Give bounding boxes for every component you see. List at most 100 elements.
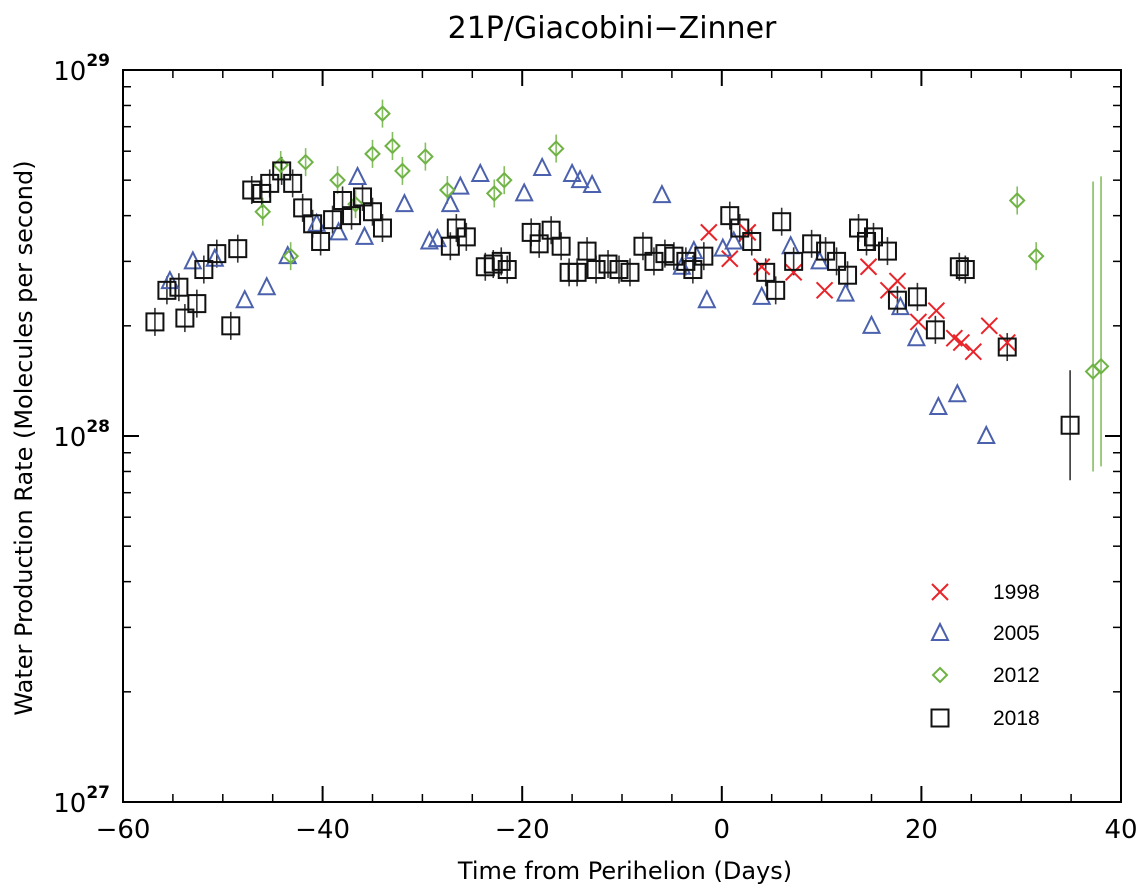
data-point (495, 171, 513, 189)
data-point (323, 210, 343, 230)
x-tick-label: −60 (96, 815, 151, 845)
data-point (927, 301, 946, 320)
data-point (720, 206, 740, 226)
data-point (857, 231, 877, 251)
legend-marker (930, 621, 950, 641)
data-point (328, 221, 349, 241)
data-point (683, 260, 703, 280)
data-point (384, 137, 401, 155)
data-point (440, 192, 460, 213)
data-point (730, 218, 750, 238)
data-point (1008, 192, 1026, 209)
data-point (772, 212, 792, 232)
data-point (207, 244, 227, 264)
y-tick-label: 1027 (53, 783, 110, 819)
data-point (964, 342, 983, 361)
data-point (724, 230, 744, 250)
data-point (205, 247, 225, 267)
data-point (293, 198, 313, 218)
data-point (976, 424, 996, 444)
data-point (374, 105, 391, 123)
data-point (815, 281, 834, 300)
data-point (187, 294, 207, 314)
data-point (949, 257, 969, 277)
legend-marker (931, 583, 949, 601)
data-point (532, 156, 552, 176)
data-point (329, 171, 346, 189)
legend-label: 2018 (993, 707, 1040, 730)
data-point (567, 262, 587, 282)
legend-marker (931, 666, 949, 684)
data-point (827, 251, 847, 271)
data-point (802, 234, 822, 254)
data-point (547, 140, 565, 157)
error-bars (154, 99, 1102, 481)
data-point (598, 254, 618, 274)
data-point (157, 280, 177, 300)
data-point (529, 234, 549, 254)
data-point (784, 263, 803, 282)
data-point (753, 258, 771, 276)
data-point (997, 337, 1017, 357)
y-tick-label: 1029 (53, 51, 110, 87)
data-point (890, 295, 911, 316)
data-point (697, 288, 717, 309)
data-point (347, 165, 368, 186)
data-point (887, 290, 907, 310)
data-point (175, 308, 195, 328)
data-point (652, 183, 672, 204)
legend-item-2005: 2005 (930, 621, 1040, 645)
data-point (363, 202, 382, 222)
data-point (835, 282, 856, 302)
legend-item-2012: 2012 (931, 664, 1040, 687)
data-point (562, 162, 582, 182)
data-point (586, 260, 606, 280)
x-tick-label: −40 (295, 815, 350, 845)
data-point (438, 181, 456, 199)
data-point (577, 241, 597, 261)
data-point (781, 234, 801, 255)
legend-item-2018: 2018 (930, 707, 1040, 730)
legend-label: 2005 (993, 622, 1040, 645)
data-point (620, 262, 640, 282)
chart-title: 21P/Giacobini−Zinner (448, 11, 777, 46)
data-point (1092, 357, 1110, 375)
y-tick-label: 1028 (53, 417, 110, 453)
x-tick-label: 20 (905, 815, 938, 845)
data-point (254, 203, 272, 221)
data-markers (145, 105, 1110, 444)
y-axis-label: Water Production Rate (Molecules per sec… (10, 160, 38, 715)
data-point (998, 333, 1016, 352)
tick-labels: −60 −40 −20 0 20 40 1027 1028 1029 (53, 51, 1137, 845)
data-point (169, 277, 189, 297)
data-point (947, 383, 967, 403)
data-point (700, 223, 718, 242)
data-point (257, 275, 277, 296)
data-point (906, 326, 927, 347)
legend-label: 2012 (993, 664, 1040, 687)
data-point (928, 395, 948, 416)
data-point (272, 161, 292, 181)
legend: 1998 2005 2012 2018 (930, 581, 1040, 730)
data-point (570, 168, 590, 189)
data-point (752, 285, 772, 305)
data-point (342, 206, 362, 226)
data-point (1027, 247, 1045, 265)
x-tick-label: 40 (1104, 815, 1137, 845)
data-point (766, 280, 786, 300)
data-point (497, 260, 517, 280)
data-point (282, 247, 300, 265)
data-point (633, 236, 653, 256)
data-point (221, 316, 241, 336)
data-point (364, 145, 381, 163)
data-point (877, 241, 897, 261)
data-point (235, 288, 255, 309)
series-2018 (145, 161, 1080, 435)
legend-label: 1998 (993, 581, 1040, 604)
data-point (609, 260, 629, 280)
data-point (260, 173, 280, 193)
data-point (907, 287, 927, 307)
data-point (925, 320, 945, 340)
data-point (955, 260, 975, 280)
